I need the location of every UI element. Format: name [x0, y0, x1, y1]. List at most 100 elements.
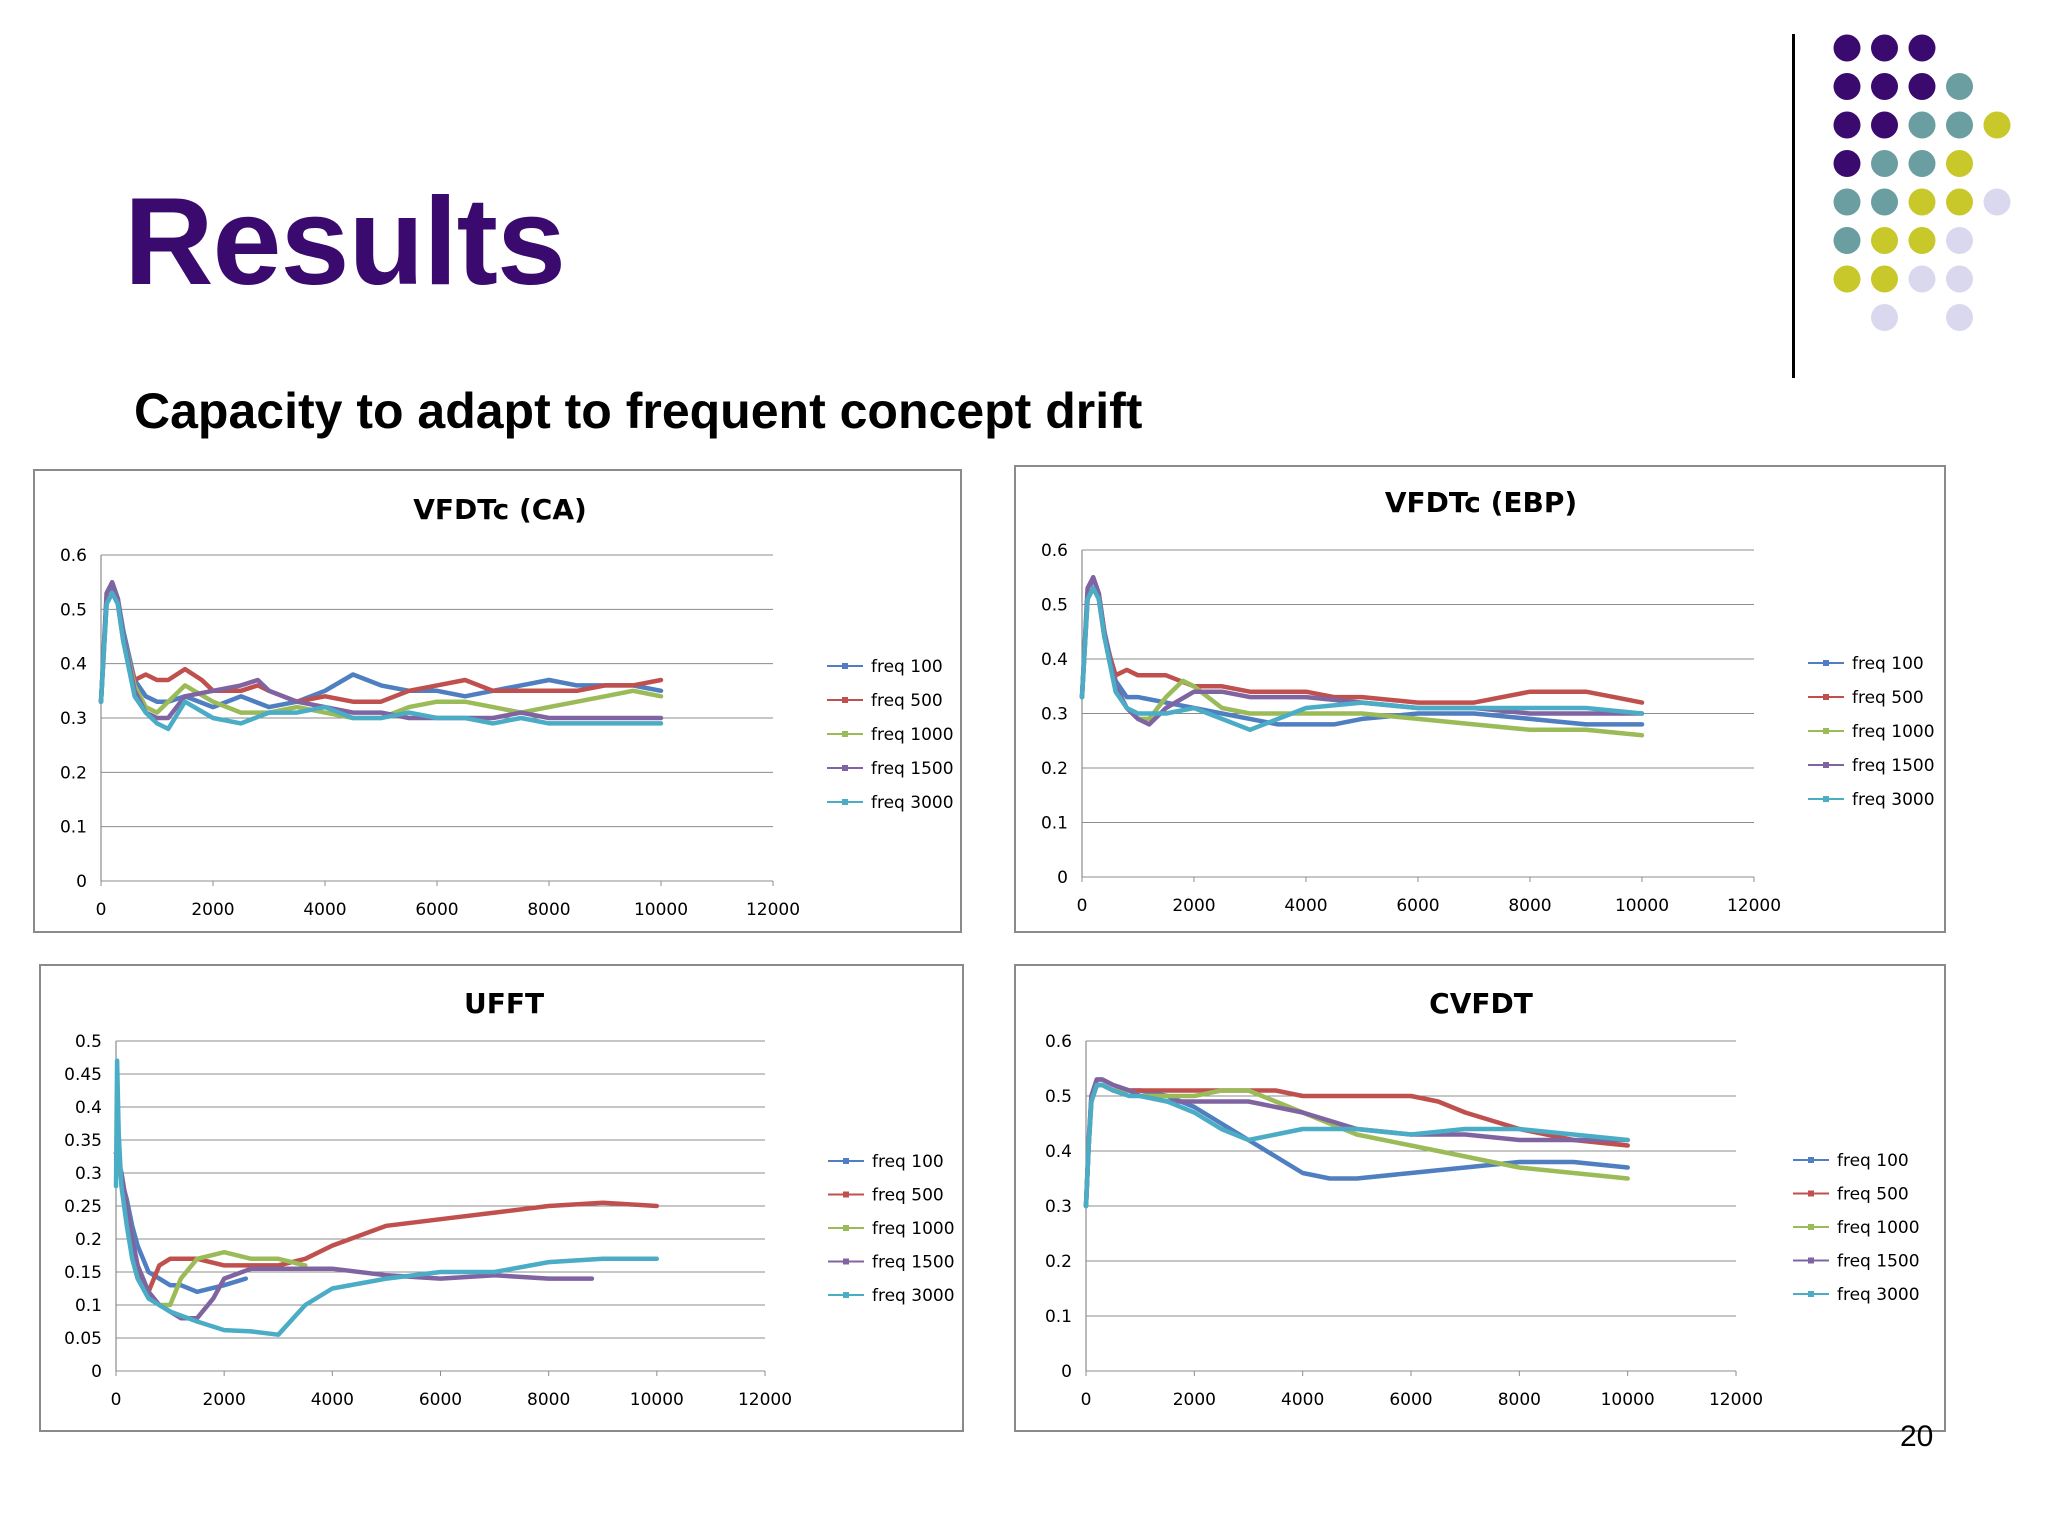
y-tick-label: 0.4 [1045, 1142, 1072, 1162]
chart-ufft: UFFT 0 0.05 0.1 0.15 0.2 0.25 0.3 0.35 0.4 0.45 0.5… [39, 964, 964, 1432]
legend-label: freq 1000 [872, 1219, 955, 1239]
series-line [1079, 585, 1645, 733]
decorative-dot [1946, 304, 1973, 331]
x-tick-label: 2000 [1172, 896, 1215, 916]
legend-label: freq 500 [1852, 688, 1924, 708]
x-tick-label: 8000 [527, 1390, 570, 1410]
legend-label: freq 3000 [1837, 1285, 1920, 1305]
decorative-dot [1908, 111, 1936, 139]
chart-svg: CVFDT 0 0.1 0.2 0.3 0.4 0.5 0.6 0 2000 4000 6000 800… [1045, 987, 1920, 1410]
x-tick-label: 10000 [634, 900, 688, 920]
legend-marker [842, 697, 848, 703]
decorative-dot [1908, 265, 1936, 293]
y-tick-label: 0.3 [1045, 1197, 1072, 1217]
decorative-dot [1946, 188, 1973, 216]
x-tick-label: 12000 [738, 1390, 792, 1410]
slide-title: Results [124, 173, 566, 311]
legend-marker [843, 1292, 849, 1298]
legend-marker [842, 799, 848, 805]
page-number: 20 [1900, 1420, 1934, 1453]
chart-svg: UFFT 0 0.05 0.1 0.15 0.2 0.25 0.3 0.35 0.4 0.45 0.5… [64, 987, 955, 1410]
y-tick-label: 0 [1061, 1362, 1072, 1382]
legend-label: freq 1000 [1852, 722, 1935, 742]
x-tick-label: 10000 [630, 1390, 684, 1410]
y-tick-label: 0.5 [1045, 1087, 1072, 1107]
y-tick-label: 0.6 [1041, 541, 1068, 561]
decorative-dot [1871, 150, 1898, 177]
legend-label: freq 1500 [872, 1253, 955, 1273]
decorative-dot [1946, 111, 1973, 139]
y-tick-label: 0.1 [60, 818, 87, 838]
x-tick-label: 8000 [527, 900, 570, 920]
decorative-dot-grid [1833, 34, 2011, 331]
legend-label: freq 100 [871, 657, 943, 677]
x-tick-label: 10000 [1601, 1390, 1655, 1410]
x-tick-label: 0 [1081, 1390, 1092, 1410]
series-line [113, 1150, 595, 1321]
y-tick-label: 0.35 [64, 1131, 102, 1151]
legend-label: freq 1500 [871, 759, 954, 779]
decorative-dot [1908, 150, 1936, 177]
y-tick-label: 0.05 [64, 1329, 102, 1349]
x-tick-label: 4000 [1284, 896, 1327, 916]
y-tick-label: 0.4 [60, 655, 87, 675]
legend-marker [843, 1191, 849, 1198]
legend-label: freq 1000 [871, 725, 954, 745]
legend-label: freq 3000 [872, 1286, 955, 1306]
y-tick-label: 0.3 [75, 1164, 102, 1184]
x-tick-label: 2000 [203, 1390, 246, 1410]
decorative-dot [1983, 188, 2011, 216]
decorative-dot [1833, 150, 1861, 177]
decorative-dot [1833, 188, 1861, 216]
legend-label: freq 3000 [1852, 790, 1935, 810]
legend-marker [842, 731, 848, 737]
decorative-dot [1908, 227, 1936, 254]
chart-title: CVFDT [1429, 987, 1533, 1020]
y-tick-label: 0.5 [75, 1032, 102, 1052]
decorative-dot [1946, 227, 1973, 254]
decorative-dot [1946, 73, 1973, 100]
chart-vfdtc-ebp: VFDTc (EBP) 0 0.1 0.2 0.3 0.4 0.5 0.6 0 2000 4000 6… [1014, 465, 1946, 933]
series-line [1083, 1082, 1630, 1209]
legend-marker [1823, 660, 1829, 666]
legend-label: freq 1000 [1837, 1218, 1920, 1238]
legend-marker [843, 1158, 849, 1164]
legend-marker [1808, 1157, 1814, 1163]
decorative-dot [1871, 227, 1898, 254]
legend-label: freq 1500 [1852, 756, 1935, 776]
legend-marker [843, 1225, 849, 1231]
y-tick-label: 0.25 [64, 1197, 102, 1217]
x-tick-label: 0 [1077, 896, 1088, 916]
decorative-dot [1946, 150, 1973, 177]
decorative-dot [1833, 265, 1861, 293]
y-tick-label: 0.4 [75, 1098, 102, 1118]
legend-marker [1808, 1190, 1814, 1197]
x-tick-label: 12000 [1709, 1390, 1763, 1410]
decorative-dot [1871, 34, 1898, 62]
y-tick-label: 0.2 [60, 763, 87, 783]
y-tick-label: 0.3 [60, 709, 87, 729]
decorative-dot [1983, 111, 2011, 139]
legend-marker [1808, 1291, 1814, 1297]
legend-marker [1808, 1257, 1814, 1264]
y-tick-label: 0.5 [60, 600, 87, 620]
x-tick-label: 8000 [1498, 1390, 1541, 1410]
legend-marker [1823, 728, 1829, 734]
series-line [98, 590, 664, 732]
x-tick-label: 6000 [415, 900, 458, 920]
decorative-dot [1871, 188, 1898, 216]
chart-svg: VFDTc (CA) 0 0.1 0.2 0.3 0.4 0.5 0.6 0 2000 4000 60… [60, 493, 954, 920]
legend-marker [1823, 694, 1829, 700]
legend-label: freq 100 [872, 1152, 944, 1172]
chart-svg: VFDTc (EBP) 0 0.1 0.2 0.3 0.4 0.5 0.6 0 2000 4000 6… [1041, 486, 1935, 916]
series-line [1079, 585, 1645, 705]
x-tick-label: 6000 [1396, 896, 1439, 916]
series-line [113, 1058, 660, 1337]
decorative-dot [1871, 265, 1898, 293]
legend-marker [1823, 796, 1829, 802]
decorative-dot [1833, 34, 1861, 62]
y-tick-label: 0.6 [1045, 1032, 1072, 1052]
y-tick-label: 0.6 [60, 546, 87, 566]
legend-label: freq 500 [1837, 1185, 1909, 1205]
legend-label: freq 100 [1837, 1151, 1909, 1171]
